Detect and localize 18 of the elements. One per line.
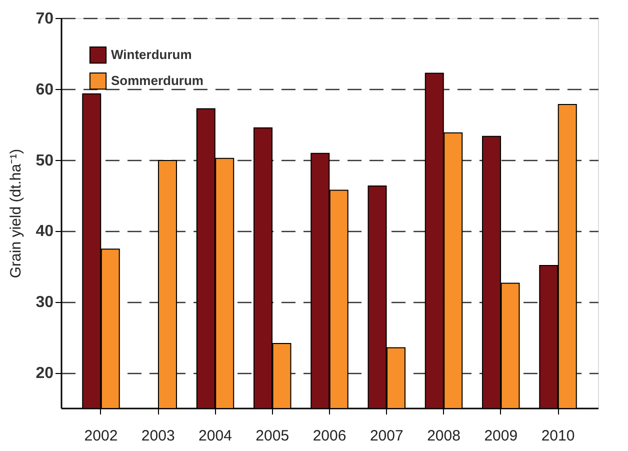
x-tick-label: 2009	[484, 428, 518, 444]
x-tick-label: 2003	[141, 428, 175, 444]
x-tick-label: 2010	[541, 428, 575, 444]
x-tick-label: 2006	[312, 428, 346, 444]
x-tick-label: 2007	[370, 428, 404, 444]
x-tick-label: 2008	[427, 428, 460, 444]
y-tick-label: 70	[36, 10, 54, 28]
x-tick-label: 2005	[256, 428, 290, 444]
legend-label: Sommerdurum	[111, 73, 204, 88]
legend-label: Winterdurum	[111, 47, 192, 62]
y-tick-label: 40	[36, 223, 54, 240]
x-tick-label: 2004	[198, 428, 232, 444]
y-tick-label: 60	[36, 81, 54, 98]
y-tick-label: 30	[36, 294, 54, 312]
x-tick-label: 2002	[84, 428, 118, 444]
y-tick-label: 20	[36, 365, 54, 382]
y-axis-title: Grain yield (dt.ha⁻¹)	[8, 148, 25, 278]
y-tick-label: 50	[36, 152, 54, 170]
